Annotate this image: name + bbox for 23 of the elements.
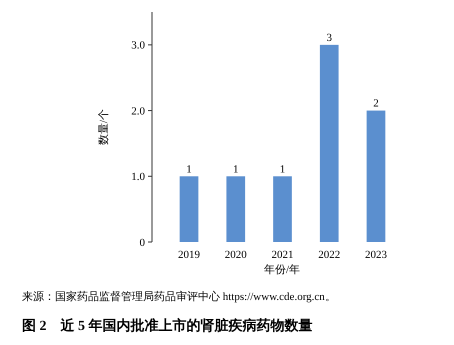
bar bbox=[226, 176, 246, 242]
x-tick-label: 2021 bbox=[272, 249, 294, 261]
bar bbox=[180, 176, 198, 242]
y-axis-title: 数量/个 bbox=[98, 108, 110, 146]
x-axis-title: 年份/年 bbox=[264, 264, 300, 276]
text: 图 2 近 5 年国内批准上市的肾脏疾病药物数量 bbox=[22, 317, 312, 334]
data-label: 3 bbox=[326, 32, 332, 44]
source-note: 来源：国家药品监督管理局药品审评中心 https://www.cde.org.cn。 bbox=[22, 290, 336, 303]
y-tick-label: 1.0 bbox=[131, 171, 146, 184]
data-label: 2 bbox=[373, 98, 379, 110]
data-label: 1 bbox=[186, 163, 192, 176]
data-label: 1 bbox=[280, 163, 286, 176]
data-label: 1 bbox=[233, 163, 239, 176]
bar bbox=[366, 110, 386, 242]
bar bbox=[320, 44, 339, 242]
y-tick-label: 3.0 bbox=[131, 40, 146, 52]
y-tick-label: 2.0 bbox=[131, 105, 146, 118]
x-tick-label: 2023 bbox=[364, 249, 388, 261]
y-tick-label: 0 bbox=[140, 236, 146, 249]
x-tick-label: 2020 bbox=[224, 249, 248, 261]
x-tick-label: 2022 bbox=[318, 249, 340, 261]
bar bbox=[273, 176, 292, 242]
x-tick-label: 2019 bbox=[178, 249, 201, 261]
